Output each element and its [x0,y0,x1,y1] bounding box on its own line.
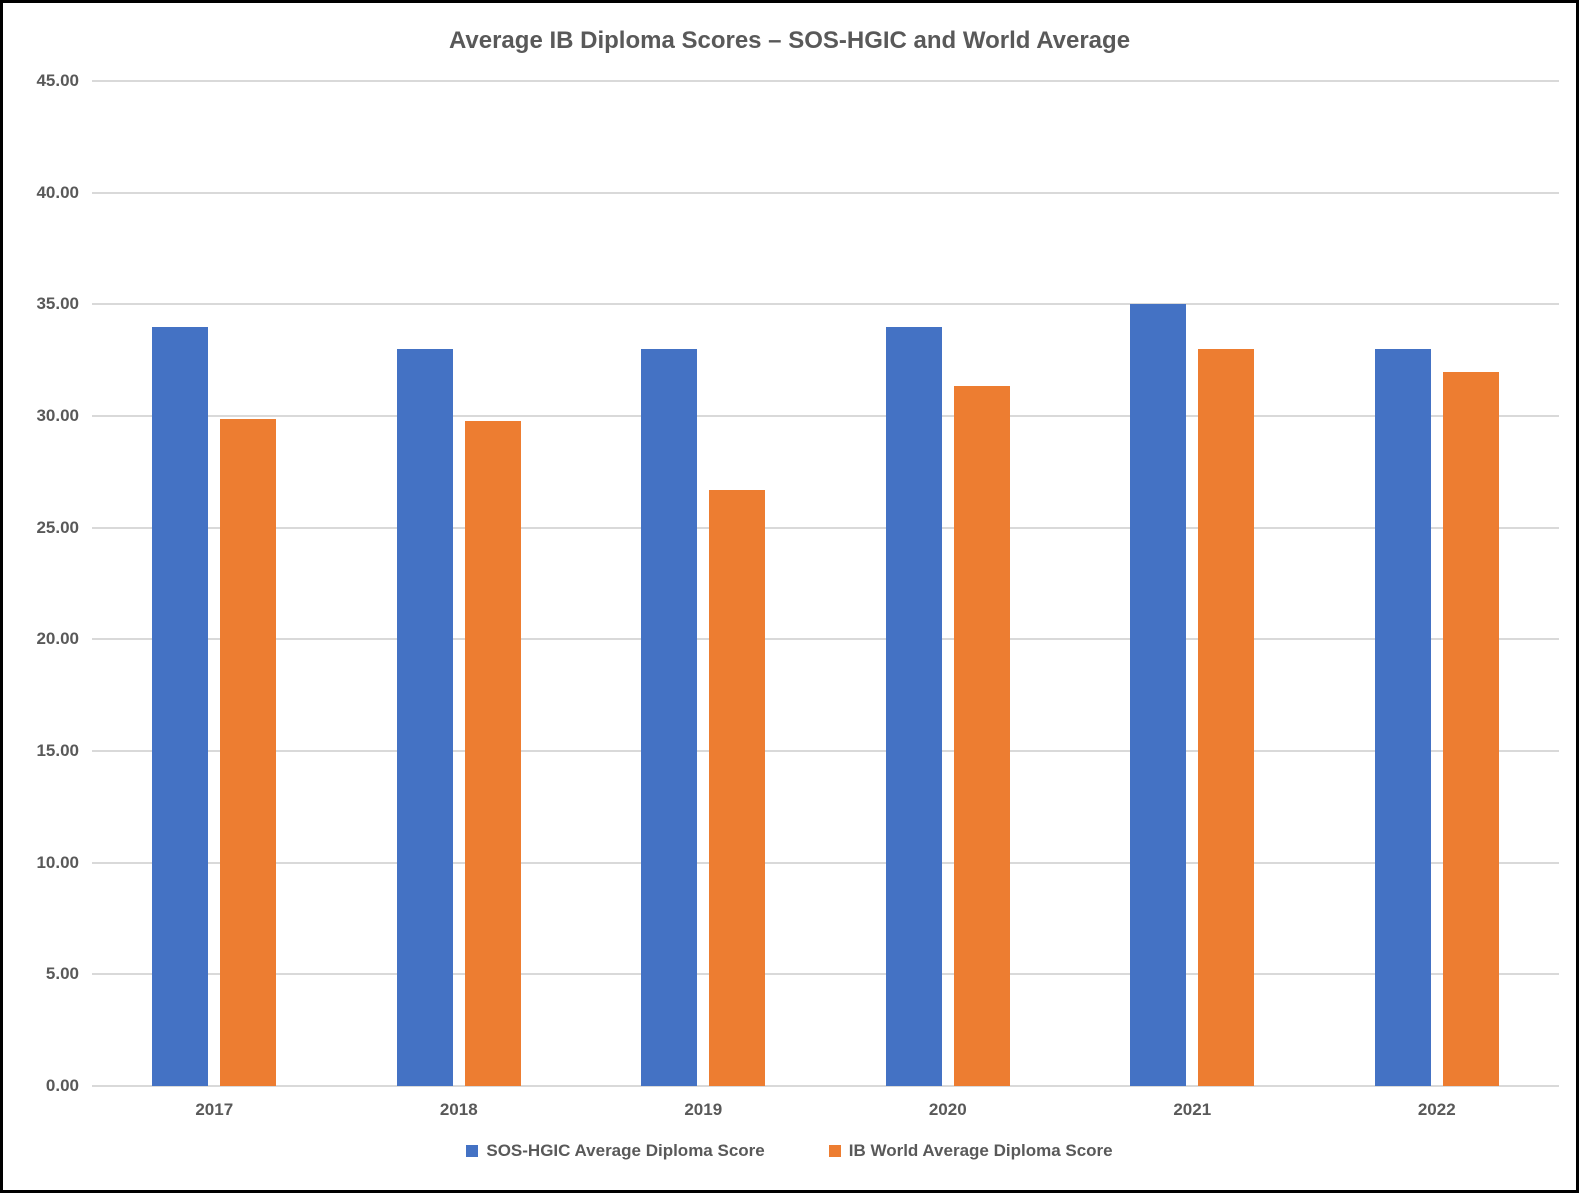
y-tick-label: 35.00 [36,294,79,314]
gridline [92,638,1559,641]
bar-ib-world-2021 [1198,349,1255,1086]
legend-item-sos-hgic: SOS-HGIC Average Diploma Score [466,1141,765,1161]
gridline [92,303,1559,306]
gridline [92,973,1559,976]
y-tick-label: 30.00 [36,406,79,425]
bar-sos-hgic-2018 [396,349,453,1086]
bar-sos-hgic-2021 [1130,304,1187,1086]
bar-sos-hgic-2019 [641,349,698,1086]
y-tick-label: 5.00 [45,964,79,984]
bar-ib-world-2019 [709,490,766,1086]
bar-ib-world-2020 [953,386,1010,1086]
y-tick-label: 0.00 [45,1076,79,1095]
gridline [92,526,1559,529]
legend-label: SOS-HGIC Average Diploma Score [486,1141,765,1160]
y-tick-label: 15.00 [36,741,79,760]
gridline [92,80,1559,82]
legend-swatch-icon [828,1145,841,1157]
bar-sos-hgic-2017 [152,326,209,1086]
bar-sos-hgic-2020 [885,326,942,1086]
x-tick-label-2020: 2020 [928,1100,967,1119]
gridline [92,750,1559,752]
gridline [92,191,1559,194]
legend: SOS-HGIC Average Diploma Score IB World A… [3,1141,1576,1161]
chart-title: Average IB Diploma Scores – SOS-HGIC and… [448,27,1131,54]
x-axis-line [92,1085,1559,1087]
gridline [92,861,1559,864]
y-tick-label: 45.00 [36,71,79,90]
y-tick-label: 10.00 [36,852,79,872]
bar-ib-world-2018 [464,420,521,1086]
bar-ib-world-2017 [220,418,277,1086]
legend-label: IB World Average Diploma Score [848,1141,1113,1160]
x-tick-label-2017: 2017 [195,1100,234,1119]
legend-swatch-icon [466,1145,479,1157]
bar-sos-hgic-2022 [1374,349,1431,1086]
y-tick-label: 40.00 [36,182,79,202]
x-tick-label-2022: 2022 [1417,1100,1456,1119]
y-tick-label: 20.00 [36,629,79,649]
gridline [92,415,1559,417]
x-tick-label-2018: 2018 [439,1100,478,1119]
x-tick-label-2019: 2019 [684,1100,723,1119]
bar-ib-world-2022 [1442,371,1499,1086]
x-tick-label-2021: 2021 [1173,1100,1212,1119]
y-tick-label: 25.00 [36,517,79,537]
legend-item-ib-world: IB World Average Diploma Score [828,1141,1113,1161]
